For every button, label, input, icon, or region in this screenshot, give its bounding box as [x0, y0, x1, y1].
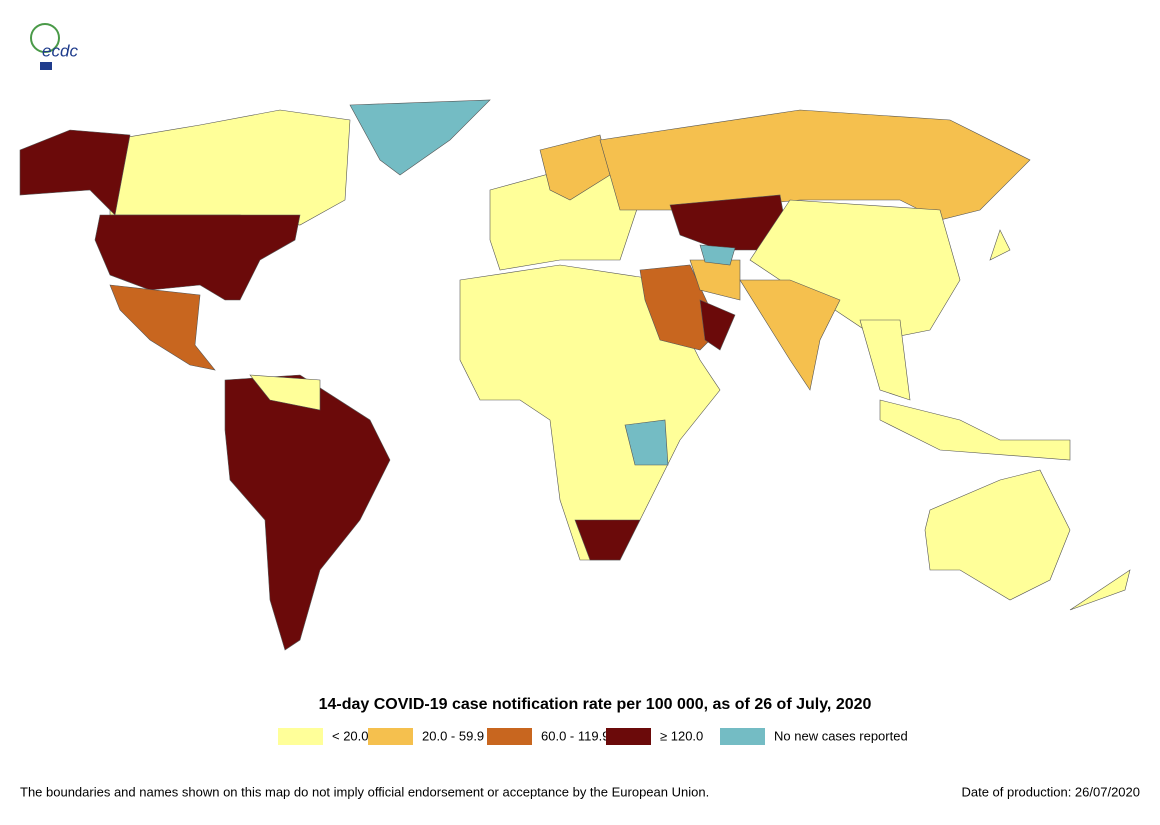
legend-swatch	[606, 728, 651, 745]
country-region	[94, 214, 301, 301]
country-region	[669, 194, 791, 251]
legend-label: ≥ 120.0	[660, 728, 703, 743]
world-map	[19, 99, 1131, 651]
country-region	[879, 399, 1071, 461]
country-region	[109, 109, 351, 226]
legend-swatch	[278, 728, 323, 745]
country-region	[1069, 569, 1131, 611]
country-region	[539, 134, 611, 201]
logo-text: ecdc	[42, 41, 78, 60]
legend: < 20.0 20.0 - 59.9 60.0 - 119.9 ≥ 120.0 No n…	[278, 728, 908, 745]
disclaimer: The boundaries and names shown on this m…	[20, 784, 709, 799]
country-region	[924, 469, 1071, 601]
map-title: 14-day COVID-19 case notification rate p…	[319, 696, 872, 713]
legend-label: No new cases reported	[774, 728, 908, 743]
country-region	[224, 374, 391, 651]
country-region	[639, 264, 721, 351]
legend-label: 60.0 - 119.9	[541, 728, 609, 743]
country-region	[349, 99, 491, 176]
production-date: Date of production: 26/07/2020	[961, 784, 1140, 799]
country-region	[624, 419, 669, 466]
legend-label: 20.0 - 59.9	[422, 728, 484, 743]
country-region	[109, 284, 216, 371]
country-region	[574, 519, 641, 561]
country-region	[19, 129, 131, 216]
legend-swatch	[368, 728, 413, 745]
eu-flag	[40, 62, 52, 70]
country-region	[859, 319, 911, 401]
legend-label: < 20.0	[332, 728, 369, 743]
country-region	[739, 279, 841, 391]
country-region	[989, 229, 1011, 261]
country-region	[699, 299, 736, 351]
logo: ecdc	[30, 23, 78, 70]
legend-swatch	[487, 728, 532, 745]
legend-swatch	[720, 728, 765, 745]
logo-globe	[30, 23, 60, 53]
country-region	[699, 244, 736, 266]
country-region	[249, 374, 321, 411]
